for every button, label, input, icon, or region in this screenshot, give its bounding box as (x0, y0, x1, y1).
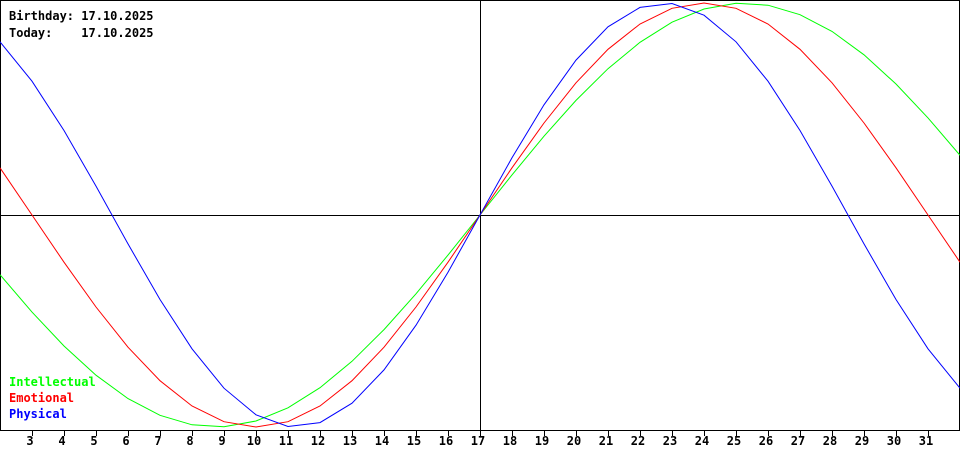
birthday-row: Birthday: 17.10.2025 (9, 9, 154, 23)
x-tick-label: 18 (503, 434, 517, 448)
legend-emotional: Emotional (9, 391, 75, 405)
x-tick-label: 9 (218, 434, 225, 448)
x-tick-label: 16 (439, 434, 453, 448)
series-physical-line (0, 2, 960, 428)
x-tick-label: 31 (919, 434, 933, 448)
legend-intellectual: Intellectual (9, 375, 96, 389)
birthday-value: 17.10.2025 (81, 9, 154, 23)
x-tick-label: 26 (759, 434, 773, 448)
x-tick-label: 12 (311, 434, 325, 448)
x-tick-label: 15 (407, 434, 421, 448)
x-tick-label: 20 (567, 434, 581, 448)
x-tick-label: 25 (727, 434, 741, 448)
legend-physical: Physical (9, 407, 67, 421)
x-tick-label: 11 (279, 434, 293, 448)
x-tick-label: 5 (90, 434, 97, 448)
x-tick-label: 4 (58, 434, 65, 448)
x-tick-label: 22 (631, 434, 645, 448)
x-tick-label: 28 (823, 434, 837, 448)
x-tick-label: 3 (26, 434, 33, 448)
x-tick-label: 19 (535, 434, 549, 448)
x-tick-label: 29 (855, 434, 869, 448)
x-tick-label: 6 (122, 434, 129, 448)
x-tick-label: 7 (154, 434, 161, 448)
x-tick-label: 24 (695, 434, 709, 448)
today-row: Today: 17.10.2025 (9, 26, 154, 40)
x-tick-label: 30 (887, 434, 901, 448)
x-tick-label: 21 (599, 434, 613, 448)
today-label: Today: (9, 26, 53, 40)
birthday-label: Birthday: (9, 9, 75, 23)
x-tick-label: 8 (186, 434, 193, 448)
x-tick-label: 23 (663, 434, 677, 448)
today-value: 17.10.2025 (81, 26, 154, 40)
x-tick-label: 17 (471, 434, 485, 448)
x-tick-label: 14 (375, 434, 389, 448)
x-tick-label: 13 (343, 434, 357, 448)
x-tick-label: 27 (791, 434, 805, 448)
x-tick-label: 10 (247, 434, 261, 448)
